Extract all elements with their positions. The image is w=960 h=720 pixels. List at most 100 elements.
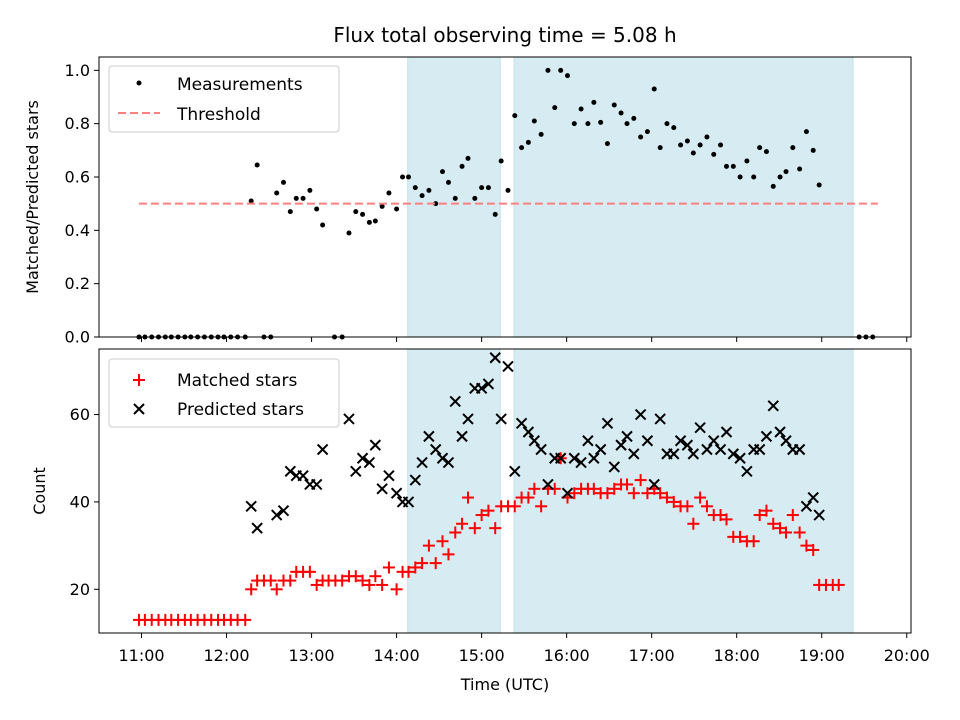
measurement-point [585, 121, 591, 127]
measurement-point [723, 163, 729, 169]
measurement-point [777, 174, 783, 180]
predicted-star-point [489, 352, 501, 364]
predicted-star-point [714, 443, 727, 456]
measurement-point [440, 169, 446, 175]
matched-star-point [390, 583, 403, 596]
measurement-point [744, 158, 750, 164]
measurement-point [433, 201, 439, 207]
matched-star-point [416, 557, 429, 570]
predicted-star-point [436, 452, 449, 464]
y-tick-label: 40 [70, 492, 90, 511]
top-y-axis-label: Matched/Predicted stars [23, 100, 42, 294]
matched-star-point [634, 474, 647, 487]
matched-star-point [336, 574, 349, 587]
measurement-point [783, 169, 789, 175]
measurement-point [386, 190, 392, 196]
predicted-star-point [734, 452, 746, 464]
matched-star-point [402, 565, 415, 578]
predicted-star-point [601, 417, 614, 429]
predicted-star-point [568, 452, 581, 464]
predicted-star-point [687, 448, 700, 460]
predicted-star-point [270, 509, 283, 521]
measurement-point [307, 187, 313, 193]
predicted-star-point [402, 496, 415, 508]
matched-star-point [760, 504, 773, 517]
measurement-point [757, 145, 763, 151]
x-tick-label: 20:00 [884, 646, 930, 665]
measurement-point [472, 195, 478, 201]
measurement-point [248, 198, 254, 204]
predicted-star-point [668, 448, 680, 460]
y-tick-label: 60 [70, 405, 90, 424]
matched-star-point [303, 565, 316, 578]
matched-star-point [694, 491, 707, 504]
predicted-star-point [654, 413, 666, 425]
matched-star-point [548, 482, 561, 495]
measurement-point [763, 149, 769, 155]
predicted-star-point [456, 430, 468, 443]
predicted-star-point [807, 491, 819, 504]
measurement-point [505, 187, 511, 193]
predicted-star-point [674, 435, 687, 447]
predicted-star-point [648, 478, 660, 491]
predicted-star-point [442, 456, 455, 469]
matched-star-point [489, 522, 502, 535]
matched-star-point [436, 535, 449, 548]
matched-star-point [587, 482, 600, 495]
y-tick-label: 20 [70, 580, 90, 599]
y-tick-label: 0.4 [65, 221, 90, 240]
measurement-point [816, 182, 822, 188]
measurement-point [704, 134, 710, 140]
predicted-star-point [554, 452, 567, 464]
matched-star-point [528, 482, 541, 495]
measurement-point [578, 106, 584, 112]
predicted-star-point [741, 465, 753, 478]
predicted-star-point [297, 470, 309, 482]
matched-star-point [681, 500, 694, 513]
predicted-star-point [369, 439, 382, 451]
observation-interval-2 [513, 56, 854, 338]
matched-star-point [700, 500, 713, 513]
x-tick-label: 11:00 [118, 646, 164, 665]
matched-star-point [508, 500, 521, 513]
matched-star-point [786, 509, 799, 522]
measurement-point [531, 118, 537, 124]
predicted-star-point [502, 360, 514, 373]
measurement-point [274, 190, 280, 196]
predicted-star-point [482, 378, 495, 390]
legend-matched-marker [133, 374, 145, 386]
legend-predicted-marker [133, 403, 145, 415]
predicted-star-point [542, 478, 554, 491]
measurement-point [564, 73, 570, 79]
legend-predicted-label: Predicted stars [177, 400, 304, 420]
matched-star-point [422, 539, 435, 552]
predicted-star-point [310, 478, 323, 491]
measurement-point [644, 129, 650, 135]
chart-title: Flux total observing time = 5.08 h [333, 23, 676, 47]
bottom-series [132, 352, 845, 626]
x-tick-label: 16:00 [544, 646, 590, 665]
matched-star-point [753, 509, 766, 522]
measurement-point [730, 163, 736, 169]
measurement-point [287, 209, 293, 215]
matched-star-point [456, 517, 469, 530]
matched-star-point [376, 578, 389, 591]
top-y-ticks: 0.0 0.2 0.4 0.6 0.8 1.0 [65, 61, 99, 347]
matched-star-point [369, 570, 382, 583]
predicted-star-point [376, 483, 388, 495]
measurement-point [697, 142, 703, 148]
predicted-star-point [561, 487, 574, 499]
measurement-point [797, 166, 803, 172]
measurement-point [254, 162, 260, 168]
matched-star-point [239, 613, 252, 626]
measurement-point [571, 121, 577, 127]
predicted-star-point [509, 465, 521, 478]
top-series [136, 67, 878, 340]
measurement-point [664, 121, 670, 127]
matched-star-point [522, 491, 535, 504]
measurement-point [366, 219, 372, 225]
matched-star-point [568, 487, 581, 500]
y-tick-label: 1.0 [65, 61, 90, 80]
measurement-point [314, 206, 320, 212]
